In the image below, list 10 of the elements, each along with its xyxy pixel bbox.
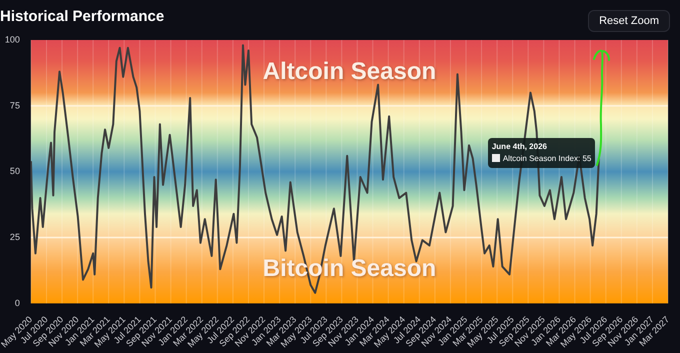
y-tick-label: 50: [10, 166, 20, 176]
y-tick-label: 75: [10, 100, 20, 110]
chart-title: Historical Performance: [0, 8, 164, 26]
y-tick-label: 100: [4, 34, 20, 44]
annotation: June 4th, 2026: [492, 140, 548, 153]
reset-zoom-button: Reset Zoom: [588, 10, 670, 32]
y-tick-label: 25: [10, 232, 20, 242]
annotation: Altcoin Season Index: 55: [502, 152, 592, 165]
y-tick-label: 0: [14, 298, 20, 308]
annotation: Altcoin Season: [262, 58, 436, 86]
